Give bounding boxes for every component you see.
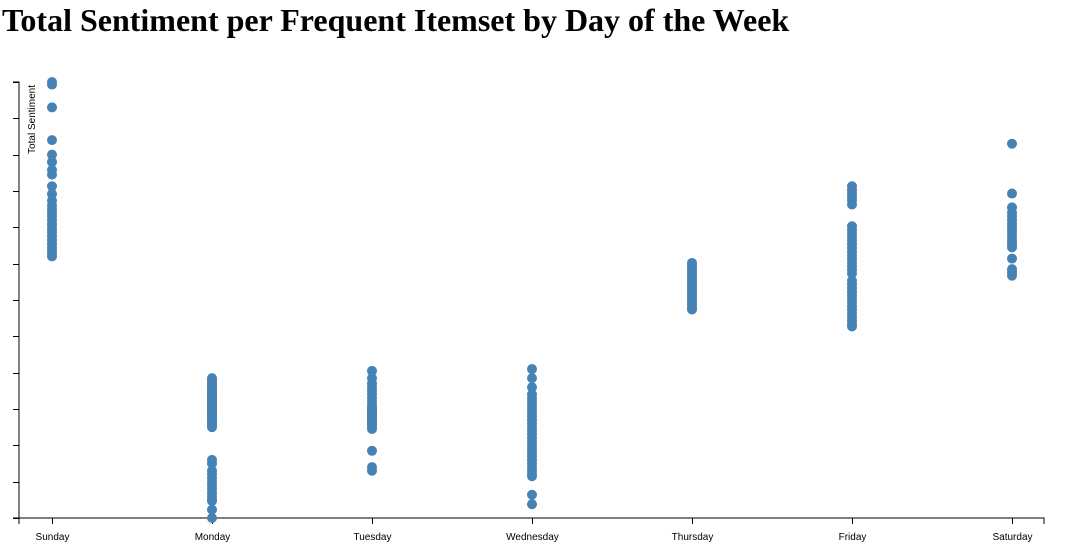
data-point-sunday bbox=[47, 102, 57, 113]
x-tick-label-wednesday: Wednesday bbox=[506, 532, 559, 543]
data-point-saturday bbox=[1007, 242, 1017, 253]
x-axis-ticks: Sunday Monday Tuesday Wednesday Thursday Frid… bbox=[36, 518, 1033, 543]
data-point-wednesday bbox=[527, 471, 537, 482]
x-tick-label-monday: Monday bbox=[195, 532, 231, 543]
data-point-sunday bbox=[47, 181, 57, 192]
data-point-sunday bbox=[47, 251, 57, 262]
data-point-friday bbox=[847, 199, 857, 210]
data-point-tuesday bbox=[367, 423, 377, 434]
data-point-thursday bbox=[687, 304, 697, 315]
data-point-friday bbox=[847, 268, 857, 279]
data-point-friday bbox=[847, 321, 857, 332]
x-tick-label-thursday: Thursday bbox=[672, 532, 714, 543]
data-point-saturday bbox=[1007, 253, 1017, 264]
data-point-monday bbox=[207, 495, 217, 506]
data-point-monday bbox=[207, 458, 217, 469]
data-point-saturday bbox=[1007, 270, 1017, 281]
x-axis: Sunday Monday Tuesday Wednesday Thursday Frid… bbox=[18, 517, 1045, 543]
data-point-sunday bbox=[47, 135, 57, 146]
data-point-wednesday bbox=[527, 489, 537, 500]
data-point-tuesday bbox=[367, 445, 377, 456]
y-axis: Total Sentiment bbox=[13, 81, 38, 519]
data-points bbox=[47, 77, 1017, 523]
data-point-tuesday bbox=[367, 465, 377, 476]
x-axis-line bbox=[18, 517, 1045, 524]
data-point-sunday bbox=[47, 149, 57, 160]
data-point-sunday bbox=[47, 169, 57, 180]
data-point-monday bbox=[207, 513, 217, 523]
data-point-monday bbox=[207, 504, 217, 515]
x-tick-label-saturday: Saturday bbox=[992, 532, 1032, 543]
data-point-wednesday bbox=[527, 499, 537, 510]
data-point-saturday bbox=[1007, 188, 1017, 199]
data-point-tuesday bbox=[367, 365, 377, 376]
x-tick-label-friday: Friday bbox=[839, 532, 867, 543]
data-point-monday bbox=[207, 422, 217, 433]
x-tick-label-sunday: Sunday bbox=[36, 532, 70, 543]
page-title: Total Sentiment per Frequent Itemset by … bbox=[2, 2, 790, 38]
data-point-sunday bbox=[47, 79, 57, 90]
data-point-sunday bbox=[47, 156, 57, 167]
data-point-sunday bbox=[47, 188, 57, 199]
y-axis-title: Total Sentiment bbox=[27, 85, 38, 154]
y-axis-ticks bbox=[13, 82, 19, 519]
data-point-wednesday bbox=[527, 373, 537, 384]
data-point-wednesday bbox=[527, 364, 537, 375]
x-tick-label-tuesday: Tuesday bbox=[354, 532, 392, 543]
data-point-wednesday bbox=[527, 382, 537, 393]
data-point-saturday bbox=[1007, 138, 1017, 149]
